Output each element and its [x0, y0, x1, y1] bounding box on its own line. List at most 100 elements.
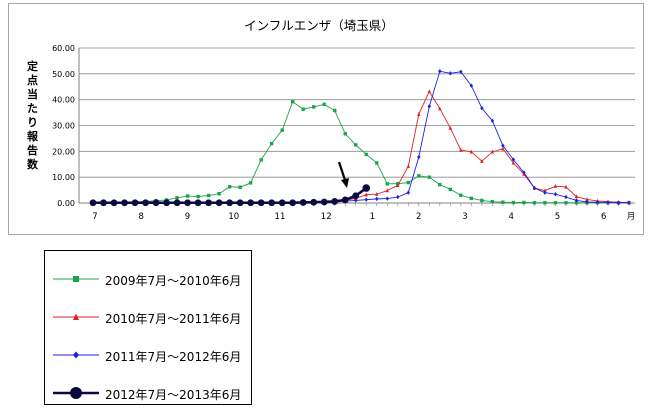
data-point [173, 199, 181, 207]
data-point [70, 387, 82, 399]
data-point [574, 198, 579, 203]
data-point [396, 183, 400, 188]
legend-item: 2012年7月～2013年6月 [45, 383, 251, 403]
x-tick-label: 4 [508, 212, 513, 222]
legend-item: 2010年7月～2011年6月 [45, 307, 251, 327]
data-point [543, 190, 547, 195]
data-point [469, 83, 474, 88]
data-point [532, 201, 537, 205]
y-tick-label: 30.00 [52, 122, 75, 131]
data-point [299, 199, 307, 206]
data-point [427, 104, 432, 109]
y-axis-label: 定点当たり報告数 [27, 59, 39, 171]
data-point [564, 194, 568, 200]
legend-item: 2009年7月～2010年6月 [45, 269, 251, 289]
x-tick-label: 7 [92, 212, 97, 222]
x-tick-label: 9 [185, 212, 190, 222]
data-point [352, 192, 360, 200]
data-point [585, 199, 589, 205]
data-point [238, 185, 242, 189]
data-point [194, 199, 202, 207]
data-point [501, 143, 505, 148]
y-tick-label: 50.00 [52, 70, 75, 79]
chart-svg: インフルエンザ（埼玉県） 定点当たり報告数 0.00 10.00 20.00 30.0… [27, 18, 635, 222]
data-point [606, 200, 610, 205]
x-tick-label: 6 [601, 212, 606, 222]
data-point [375, 161, 379, 165]
annotation-arrow [337, 161, 349, 188]
y-tick-label: 40.00 [52, 96, 75, 105]
x-tick-label: 10 [228, 212, 239, 222]
data-point [501, 146, 505, 151]
legend-swatch [53, 351, 99, 359]
data-point [480, 158, 484, 163]
legend-swatch [53, 387, 99, 399]
data-point [427, 89, 432, 94]
legend-label: 2010年7月～2011年6月 [105, 312, 242, 326]
data-point [459, 69, 463, 74]
data-point [375, 196, 379, 202]
data-point [364, 197, 368, 202]
data-point [480, 105, 484, 111]
data-point [205, 199, 213, 207]
data-point [185, 194, 190, 198]
data-point [448, 125, 453, 130]
data-point [406, 190, 410, 195]
series-3 [91, 69, 631, 205]
legend: 2009年7月～2010年6月 2010年7月～2011年6月 2011年7月～20… [44, 250, 252, 405]
data-point [206, 193, 211, 198]
data-point [438, 106, 442, 111]
x-tick-label: 12 [321, 212, 332, 222]
data-point [385, 188, 389, 193]
x-tick-label: 3 [462, 212, 467, 222]
data-point [73, 351, 79, 359]
data-point [364, 192, 368, 197]
data-point [89, 199, 97, 207]
data-point [375, 192, 379, 196]
chart-title: インフルエンザ（埼玉県） [244, 18, 394, 33]
series-line [93, 70, 629, 204]
data-point [469, 196, 474, 201]
data-point [341, 196, 349, 204]
data-point [522, 170, 526, 175]
data-point [354, 143, 358, 147]
data-point [236, 199, 244, 207]
legend-label: 2009年7月～2010年6月 [105, 274, 242, 288]
data-point [152, 199, 160, 207]
data-point [226, 199, 234, 207]
data-point [259, 158, 263, 162]
data-point [480, 198, 484, 203]
data-point [269, 141, 274, 146]
data-point [459, 147, 463, 152]
x-tick-label: 11 [275, 212, 286, 222]
data-point [100, 199, 107, 207]
data-point [290, 100, 295, 104]
series-layer [89, 69, 631, 207]
data-point [364, 152, 368, 157]
data-point [553, 192, 558, 197]
data-point [110, 199, 118, 207]
legend-label: 2012年7月～2013年6月 [105, 388, 242, 402]
data-point [543, 188, 547, 193]
data-point [73, 313, 79, 320]
data-point [184, 199, 191, 207]
data-point [469, 149, 474, 154]
y-tick-label: 20.00 [52, 147, 75, 156]
data-point [406, 164, 410, 169]
data-point [564, 201, 568, 205]
y-tick-label: 60.00 [52, 44, 75, 53]
data-point [490, 118, 495, 124]
data-point [564, 184, 568, 189]
data-point [310, 198, 318, 206]
data-point [343, 132, 347, 136]
data-point [616, 200, 621, 205]
data-point [248, 181, 253, 185]
data-point [490, 200, 495, 204]
y-tick-label: 0.00 [57, 199, 75, 208]
data-point [574, 201, 579, 205]
data-point [278, 199, 286, 207]
data-point [215, 199, 223, 207]
data-point [362, 184, 371, 192]
data-point [322, 102, 326, 107]
data-point [73, 276, 79, 282]
